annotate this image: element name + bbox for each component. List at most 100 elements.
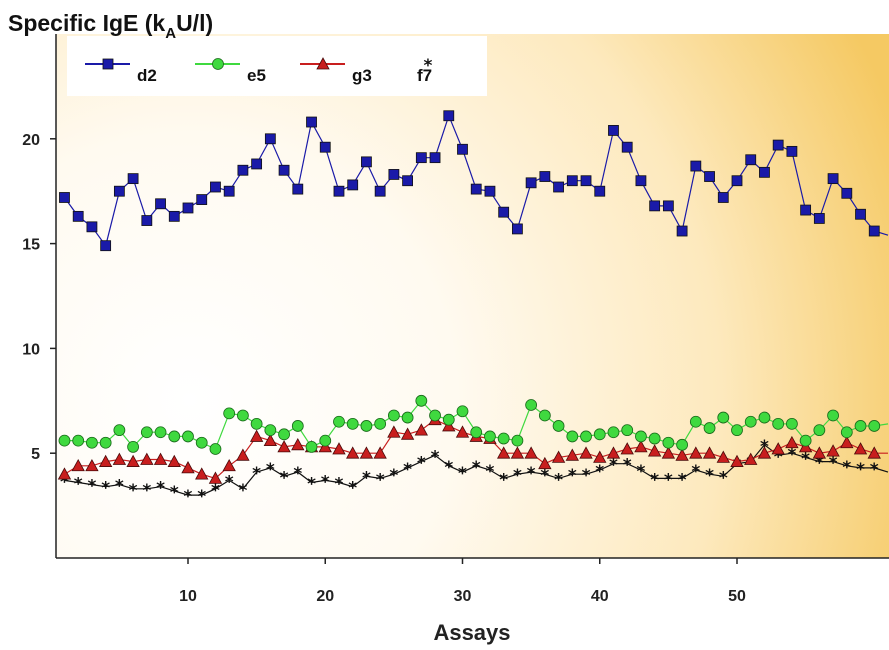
data-point-g3 bbox=[771, 442, 785, 455]
data-point-f7: * bbox=[170, 483, 179, 503]
data-point-e5 bbox=[497, 432, 510, 445]
data-point-g3 bbox=[716, 450, 730, 463]
legend-marker bbox=[212, 58, 224, 70]
data-point-f7: * bbox=[307, 475, 316, 495]
data-point-g3 bbox=[387, 425, 401, 438]
series-e5 bbox=[58, 394, 889, 455]
data-point-g3 bbox=[126, 454, 140, 467]
data-point-f7: * bbox=[829, 454, 838, 474]
data-point-f7: * bbox=[842, 458, 851, 478]
data-point-g3 bbox=[867, 446, 881, 459]
data-point-e5 bbox=[662, 436, 675, 449]
data-point-d2 bbox=[292, 183, 304, 195]
data-point-g3 bbox=[140, 452, 154, 465]
data-point-d2 bbox=[539, 171, 551, 182]
data-point-d2 bbox=[402, 175, 414, 187]
data-point-f7: * bbox=[678, 470, 687, 490]
data-point-e5 bbox=[456, 405, 469, 418]
data-point-f7: * bbox=[801, 449, 810, 469]
data-point-g3 bbox=[689, 446, 703, 459]
data-point-f7: * bbox=[513, 466, 522, 486]
data-point-g3 bbox=[730, 454, 744, 467]
data-point-f7: * bbox=[266, 460, 275, 480]
data-point-e5 bbox=[236, 409, 249, 422]
data-point-e5 bbox=[799, 434, 812, 447]
data-point-d2 bbox=[443, 110, 455, 122]
legend-item-g3: g3 bbox=[300, 57, 372, 85]
data-point-e5 bbox=[813, 424, 826, 437]
series-d2 bbox=[59, 110, 889, 252]
data-point-e5 bbox=[566, 430, 579, 443]
data-point-d2 bbox=[800, 204, 812, 216]
data-point-g3 bbox=[702, 446, 717, 459]
data-point-f7: * bbox=[472, 458, 481, 478]
data-point-e5 bbox=[621, 424, 634, 437]
data-point-e5 bbox=[511, 434, 524, 447]
data-point-e5 bbox=[86, 436, 98, 449]
data-point-f7: * bbox=[321, 472, 330, 492]
legend-item-d2: d2 bbox=[85, 58, 157, 85]
data-point-d2 bbox=[827, 173, 839, 185]
data-point-d2 bbox=[759, 166, 770, 178]
data-point-f7: * bbox=[568, 466, 577, 486]
data-point-d2 bbox=[264, 133, 276, 145]
data-point-f7: * bbox=[184, 487, 193, 507]
axes: 10 20 30 40 50 5 10 15 20 bbox=[22, 34, 889, 605]
data-point-e5 bbox=[689, 415, 702, 428]
y-tick-label: 5 bbox=[31, 446, 40, 463]
data-point-d2 bbox=[662, 200, 674, 212]
data-point-d2 bbox=[141, 215, 153, 226]
data-point-g3 bbox=[785, 435, 799, 449]
data-point-f7: * bbox=[74, 475, 83, 495]
data-point-f7: * bbox=[142, 481, 151, 501]
data-point-e5 bbox=[840, 426, 853, 439]
data-point-d2 bbox=[113, 185, 125, 197]
data-point-g3 bbox=[181, 461, 195, 474]
data-point-d2 bbox=[388, 169, 400, 180]
data-point-d2 bbox=[553, 181, 564, 193]
data-point-d2 bbox=[525, 177, 537, 189]
legend-label: e5 bbox=[247, 66, 266, 85]
data-point-g3 bbox=[291, 437, 305, 451]
data-point-g3 bbox=[332, 442, 346, 455]
data-point-f7: * bbox=[129, 481, 138, 501]
data-point-e5 bbox=[223, 407, 236, 420]
data-point-e5 bbox=[538, 409, 551, 422]
legend-item-e5: e5 bbox=[195, 58, 266, 85]
data-point-e5 bbox=[305, 441, 318, 453]
data-point-f7: * bbox=[115, 477, 124, 497]
legend-label: f7 bbox=[417, 66, 432, 85]
data-point-e5 bbox=[113, 424, 126, 437]
series-layer: * * * * * * * * * * * * * ** * * ** * * ** * * * * ** * * * * * * * * * * *… bbox=[57, 110, 889, 507]
data-point-d2 bbox=[608, 125, 619, 136]
data-point-g3 bbox=[400, 427, 415, 440]
data-point-e5 bbox=[772, 417, 785, 430]
data-point-e5 bbox=[552, 420, 565, 432]
x-tick-label: 40 bbox=[591, 588, 609, 605]
y-tick-label: 20 bbox=[22, 132, 40, 149]
data-point-e5 bbox=[278, 428, 290, 441]
data-point-e5 bbox=[648, 432, 661, 445]
data-point-f7: * bbox=[870, 460, 879, 480]
data-point-e5 bbox=[442, 413, 455, 426]
data-point-d2 bbox=[278, 164, 290, 176]
data-point-f7: * bbox=[774, 447, 783, 467]
legend-marker bbox=[102, 58, 114, 70]
data-point-f7: * bbox=[197, 487, 206, 507]
legend: d2 e5 g3 *f7 bbox=[67, 36, 487, 96]
data-point-f7: * bbox=[609, 456, 618, 476]
data-point-e5 bbox=[250, 417, 263, 430]
data-point-g3 bbox=[277, 440, 291, 453]
data-point-e5 bbox=[209, 443, 222, 455]
data-point-e5 bbox=[154, 426, 167, 439]
data-point-e5 bbox=[525, 399, 538, 411]
data-point-d2 bbox=[731, 175, 743, 187]
data-point-g3 bbox=[647, 444, 662, 457]
data-point-e5 bbox=[731, 424, 743, 437]
data-point-e5 bbox=[140, 426, 153, 439]
data-point-f7: * bbox=[554, 470, 563, 490]
data-point-g3 bbox=[565, 448, 579, 461]
data-point-d2 bbox=[868, 225, 880, 237]
data-point-g3 bbox=[414, 423, 428, 436]
